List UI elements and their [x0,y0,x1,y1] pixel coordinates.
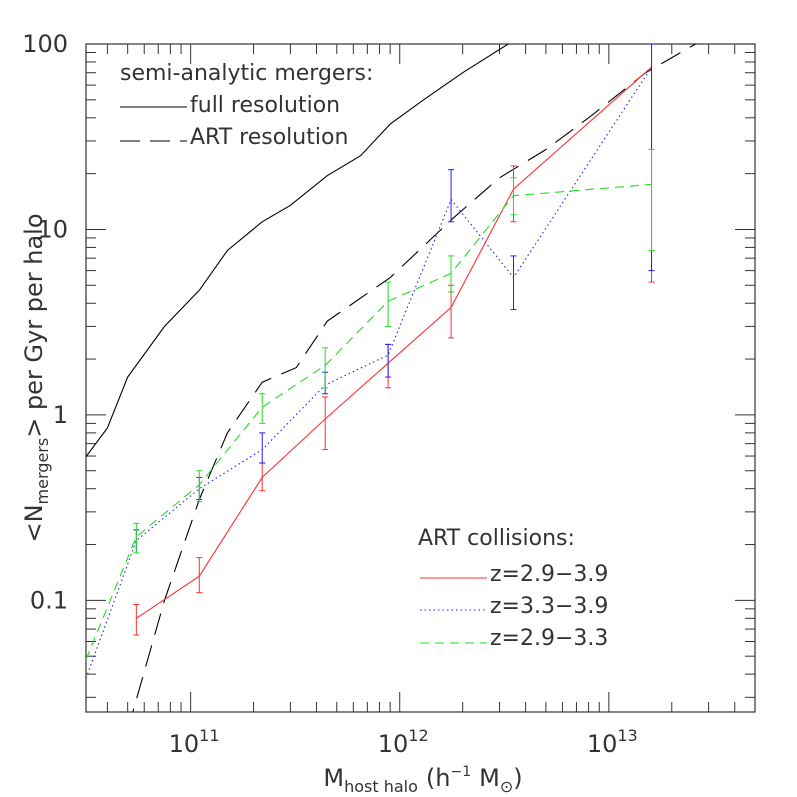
legend-bottom-title: ART collisions: [418,526,575,551]
error-bar [196,557,203,594]
series-art-resolution [132,44,696,712]
error-bar [133,603,140,636]
x-axis-label: Mhost halo (h−1 M⊙) [323,764,522,796]
y-tick-label: 1 [53,401,68,429]
error-bar [448,169,455,223]
legend-bottom: ART collisions: z=2.9−3.9 z=3.3−3.9 z=2.… [418,526,608,651]
error-bar [322,347,329,389]
series-line-full-resolution [86,44,509,458]
legend-label-z-2.9-3.9: z=2.9−3.9 [490,562,608,587]
series-full-resolution [86,44,509,458]
error-bar [133,522,140,554]
x-tick-label: 1011 [169,726,220,758]
series-z-2.9-3.3 [86,148,655,660]
legend-label-full-resolution: full resolution [190,93,340,118]
tick-labels: 100 10 1 0.1 1011 1012 1013 [22,30,638,758]
axis-ticks [86,43,756,712]
x-tick-label: 1013 [587,726,638,758]
error-bar [259,432,266,464]
error-bar [259,393,266,424]
error-bar [385,343,392,378]
error-bar [510,255,517,311]
legend-top: semi-analytic mergers: full resolution A… [120,61,373,150]
series-layer [86,44,696,712]
series-line-z-2.9-3.3 [86,183,652,660]
error-bar [448,255,455,293]
error-bar [648,148,655,251]
legend-label-z-2.9-3.3: z=2.9−3.3 [490,626,608,651]
x-tick-label: 1012 [378,726,429,758]
legend-label-art-resolution: ART resolution [190,125,348,150]
series-line-art-resolution [132,44,696,712]
y-tick-label: 100 [22,30,68,58]
plot-frame [85,43,756,713]
legend-top-title: semi-analytic mergers: [120,61,373,86]
error-bar [510,177,517,216]
y-tick-label: 10 [37,215,68,243]
y-axis-label: <Nmergers> per Gyr per halo [20,214,52,543]
error-bar [259,462,266,492]
error-bar [448,284,455,339]
error-bar [322,396,329,451]
legend-label-z-3.3-3.9: z=3.3−3.9 [490,594,608,619]
y-tick-label: 0.1 [30,586,68,614]
error-bar [385,281,392,327]
error-bar [196,470,203,503]
